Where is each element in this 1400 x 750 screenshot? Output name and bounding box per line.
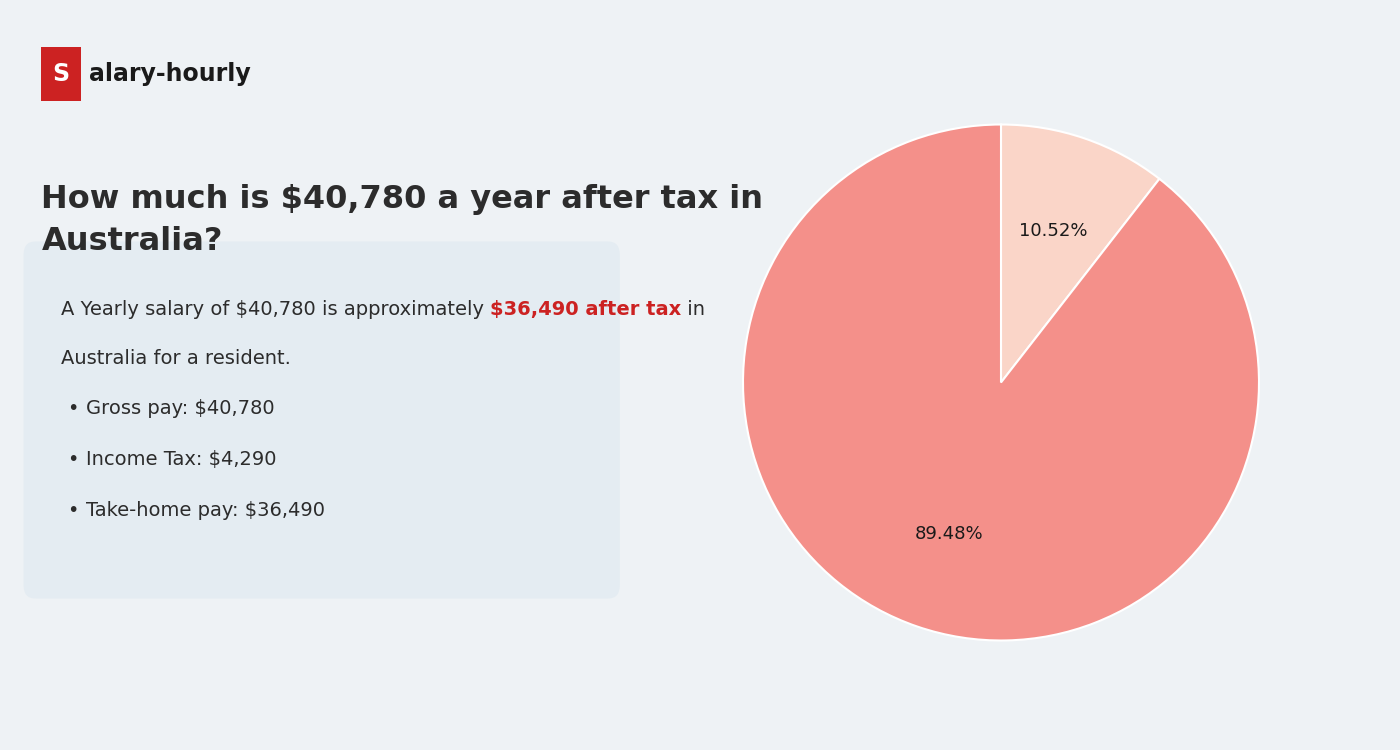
Text: Australia for a resident.: Australia for a resident. bbox=[60, 349, 290, 368]
Text: •: • bbox=[67, 450, 78, 469]
Text: 89.48%: 89.48% bbox=[914, 525, 983, 543]
Wedge shape bbox=[1001, 124, 1159, 382]
Wedge shape bbox=[743, 124, 1259, 640]
Text: in: in bbox=[680, 300, 706, 319]
FancyBboxPatch shape bbox=[24, 242, 620, 598]
Text: A Yearly salary of $40,780 is approximately: A Yearly salary of $40,780 is approximat… bbox=[60, 300, 490, 319]
Text: S: S bbox=[53, 62, 70, 86]
Text: •: • bbox=[67, 399, 78, 418]
Text: Take-home pay: $36,490: Take-home pay: $36,490 bbox=[85, 501, 325, 520]
Text: Income Tax: $4,290: Income Tax: $4,290 bbox=[85, 450, 276, 469]
FancyBboxPatch shape bbox=[42, 47, 81, 101]
Text: •: • bbox=[67, 501, 78, 520]
Text: $36,490 after tax: $36,490 after tax bbox=[490, 300, 680, 319]
Text: 10.52%: 10.52% bbox=[1019, 222, 1088, 240]
Text: How much is $40,780 a year after tax in
Australia?: How much is $40,780 a year after tax in … bbox=[42, 184, 763, 256]
Text: Gross pay: $40,780: Gross pay: $40,780 bbox=[85, 399, 274, 418]
Text: alary-hourly: alary-hourly bbox=[88, 62, 251, 86]
